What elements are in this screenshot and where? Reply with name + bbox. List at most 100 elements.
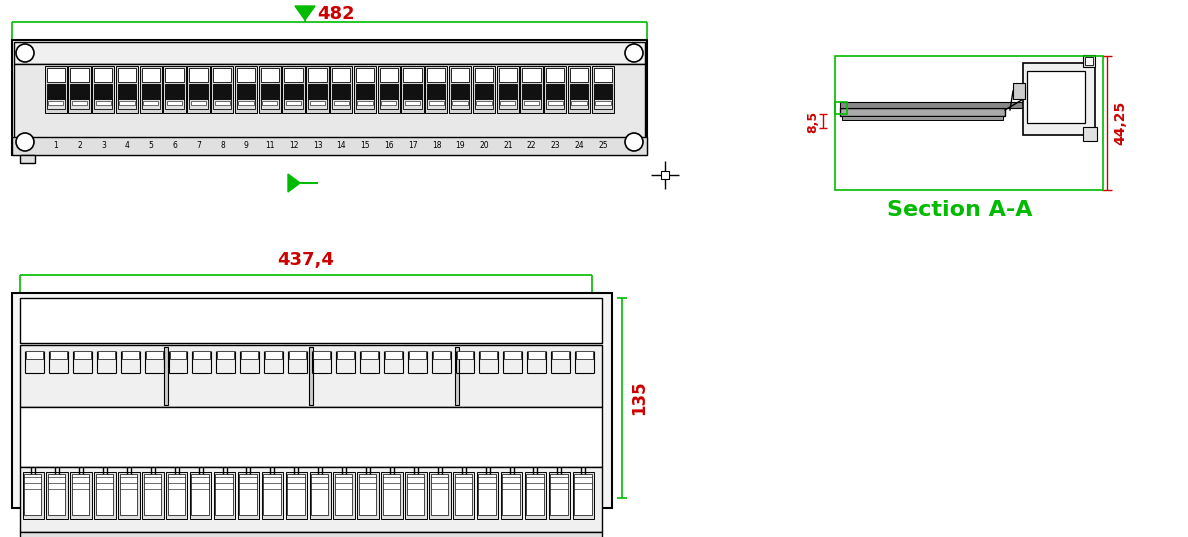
Bar xyxy=(429,101,444,105)
Bar xyxy=(1083,55,1095,67)
Bar xyxy=(576,351,593,359)
Bar xyxy=(524,101,539,105)
Bar xyxy=(308,84,327,100)
Text: 135: 135 xyxy=(630,381,647,415)
Text: 9: 9 xyxy=(244,141,248,149)
Circle shape xyxy=(15,133,34,151)
Bar xyxy=(840,108,1005,116)
Bar xyxy=(449,66,472,113)
Bar xyxy=(570,99,588,109)
Bar xyxy=(46,68,65,82)
Bar xyxy=(455,347,459,405)
Bar xyxy=(355,68,374,82)
Bar xyxy=(165,68,184,82)
Bar xyxy=(165,99,184,109)
Bar xyxy=(165,84,184,100)
Bar xyxy=(476,472,498,519)
Bar xyxy=(239,101,253,105)
Text: @taepo.com: @taepo.com xyxy=(339,111,462,129)
Bar xyxy=(331,99,350,109)
Text: 44,25: 44,25 xyxy=(1113,101,1127,145)
Bar xyxy=(335,474,353,515)
Bar xyxy=(189,84,208,100)
Text: 19: 19 xyxy=(455,141,466,149)
Bar xyxy=(143,472,164,519)
Text: 18: 18 xyxy=(431,141,441,149)
Bar xyxy=(570,84,588,100)
Bar xyxy=(425,66,448,113)
Bar xyxy=(164,347,168,405)
Text: 12: 12 xyxy=(289,141,298,149)
Bar xyxy=(546,84,564,100)
Text: 7: 7 xyxy=(196,141,201,149)
Bar xyxy=(406,474,424,515)
Bar xyxy=(12,293,612,508)
Bar xyxy=(383,474,400,515)
Bar xyxy=(238,472,259,519)
Bar xyxy=(71,474,89,515)
Text: 13: 13 xyxy=(312,141,322,149)
Circle shape xyxy=(15,44,34,62)
Bar xyxy=(359,474,377,515)
Bar xyxy=(24,474,42,515)
Bar xyxy=(1023,63,1095,135)
Bar xyxy=(402,66,424,113)
Bar xyxy=(20,467,602,532)
Text: 21: 21 xyxy=(504,141,513,149)
Circle shape xyxy=(625,133,643,151)
Bar xyxy=(289,351,307,359)
Bar xyxy=(308,99,327,109)
Bar xyxy=(71,101,87,105)
Bar xyxy=(191,101,206,105)
Bar xyxy=(473,66,495,113)
Bar xyxy=(594,84,612,100)
Bar xyxy=(594,68,612,82)
Bar xyxy=(215,474,233,515)
Bar xyxy=(430,474,448,515)
Bar xyxy=(239,474,257,515)
Text: 14: 14 xyxy=(336,141,346,149)
Bar xyxy=(121,351,139,359)
Circle shape xyxy=(625,44,643,62)
Bar xyxy=(840,102,1035,108)
Text: 22: 22 xyxy=(527,141,537,149)
Bar xyxy=(20,155,34,163)
Bar xyxy=(570,68,588,82)
Bar xyxy=(310,472,331,519)
Bar xyxy=(552,351,569,359)
Bar xyxy=(330,66,353,113)
Bar xyxy=(120,474,137,515)
Bar xyxy=(432,351,449,359)
Bar xyxy=(265,351,282,359)
Circle shape xyxy=(1015,87,1023,95)
Bar xyxy=(523,68,541,82)
Bar xyxy=(380,84,398,100)
Text: 5: 5 xyxy=(148,141,153,149)
Bar xyxy=(168,474,185,515)
Bar xyxy=(835,102,847,114)
Bar xyxy=(14,42,645,64)
Bar xyxy=(118,99,137,109)
Bar xyxy=(287,474,304,515)
Bar xyxy=(409,351,425,359)
Bar xyxy=(284,84,303,100)
Bar xyxy=(405,101,421,105)
Bar xyxy=(12,137,647,155)
Bar xyxy=(140,66,162,113)
Bar xyxy=(95,101,110,105)
Text: 3: 3 xyxy=(101,141,106,149)
Bar xyxy=(214,472,235,519)
Bar xyxy=(451,99,469,109)
Bar xyxy=(236,68,255,82)
Bar xyxy=(141,84,160,100)
Bar xyxy=(23,472,44,519)
Bar xyxy=(544,66,567,113)
Bar xyxy=(592,66,614,113)
Bar xyxy=(456,351,473,359)
Bar xyxy=(381,472,403,519)
Bar xyxy=(520,66,543,113)
Bar xyxy=(168,101,182,105)
Bar xyxy=(525,472,546,519)
Bar xyxy=(429,472,450,519)
Bar xyxy=(259,66,280,113)
